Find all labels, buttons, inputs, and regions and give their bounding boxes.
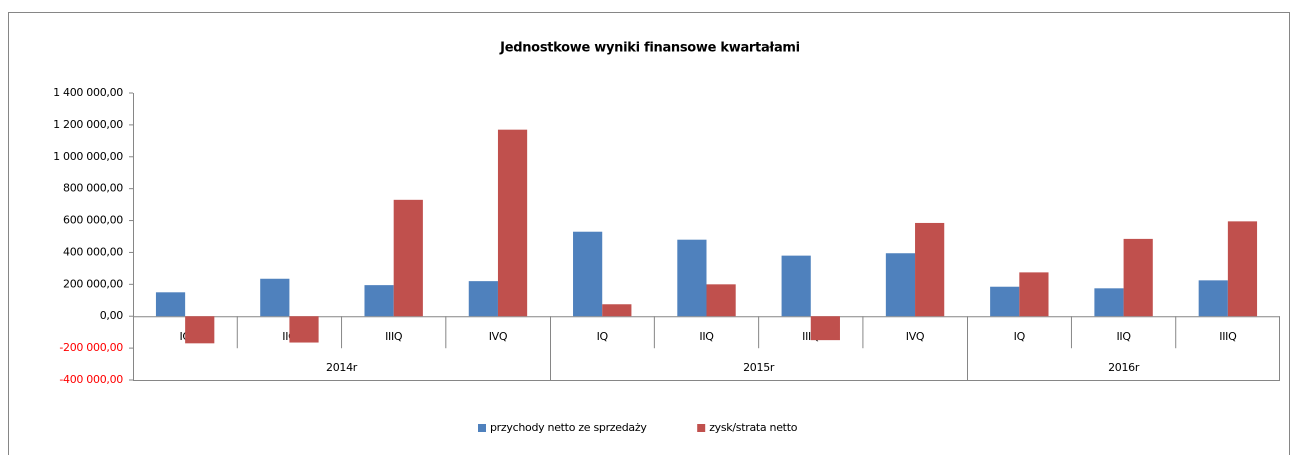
y-tick-label: 1 400 000,00 bbox=[53, 86, 123, 99]
bar bbox=[289, 316, 319, 343]
bar bbox=[155, 292, 186, 317]
legend-label: zysk/strata netto bbox=[709, 421, 798, 434]
x-tick-label: IIQ bbox=[699, 330, 714, 343]
bar bbox=[990, 286, 1020, 317]
x-tick-label: IVQ bbox=[906, 330, 925, 343]
bar bbox=[1227, 221, 1258, 317]
legend-swatch bbox=[697, 424, 706, 432]
bar bbox=[677, 239, 707, 317]
y-tick-label: 400 000,00 bbox=[63, 245, 123, 258]
chart-frame bbox=[8, 12, 1290, 459]
x-tick-label: IQ bbox=[1014, 330, 1026, 343]
y-tick-label: 0,00 bbox=[100, 309, 124, 322]
x-tick-label: IIQ bbox=[1116, 330, 1131, 343]
bar bbox=[1094, 288, 1124, 317]
legend-swatch bbox=[478, 424, 486, 432]
bar bbox=[885, 253, 916, 317]
x-tick-label: IIIQ bbox=[1219, 330, 1237, 343]
bar bbox=[602, 304, 632, 317]
legend-label: przychody netto ze sprzedaży bbox=[490, 421, 647, 434]
bar bbox=[260, 278, 290, 317]
y-tick-label: -400 000,00 bbox=[59, 373, 123, 386]
bar bbox=[706, 284, 736, 317]
x-tick-label: IVQ bbox=[489, 330, 508, 343]
x-tick-label: IIIQ bbox=[385, 330, 403, 343]
bar bbox=[573, 231, 603, 317]
y-tick-label: 800 000,00 bbox=[63, 182, 123, 195]
bar bbox=[364, 285, 394, 317]
y-tick-label: 1 000 000,00 bbox=[53, 150, 123, 163]
y-tick-label: 600 000,00 bbox=[63, 214, 123, 227]
y-tick-label: 200 000,00 bbox=[63, 277, 123, 290]
bar bbox=[1198, 280, 1228, 317]
bar bbox=[497, 129, 528, 317]
y-tick-label: 1 200 000,00 bbox=[53, 118, 123, 131]
chart-title: Jednostkowe wyniki finansowe kwartałami bbox=[499, 41, 800, 56]
x-group-label: 2016r bbox=[1108, 361, 1140, 374]
bar bbox=[915, 222, 945, 317]
bar bbox=[393, 199, 423, 317]
x-group-label: 2015r bbox=[743, 361, 775, 374]
bar bbox=[468, 281, 498, 317]
bar bbox=[781, 255, 811, 317]
y-tick-label: -200 000,00 bbox=[59, 341, 123, 354]
bar bbox=[810, 316, 840, 341]
x-group-label: 2014r bbox=[326, 361, 358, 374]
bar bbox=[1123, 238, 1153, 317]
x-tick-label: IQ bbox=[597, 330, 609, 343]
bar bbox=[1019, 272, 1049, 317]
bar bbox=[185, 316, 215, 344]
